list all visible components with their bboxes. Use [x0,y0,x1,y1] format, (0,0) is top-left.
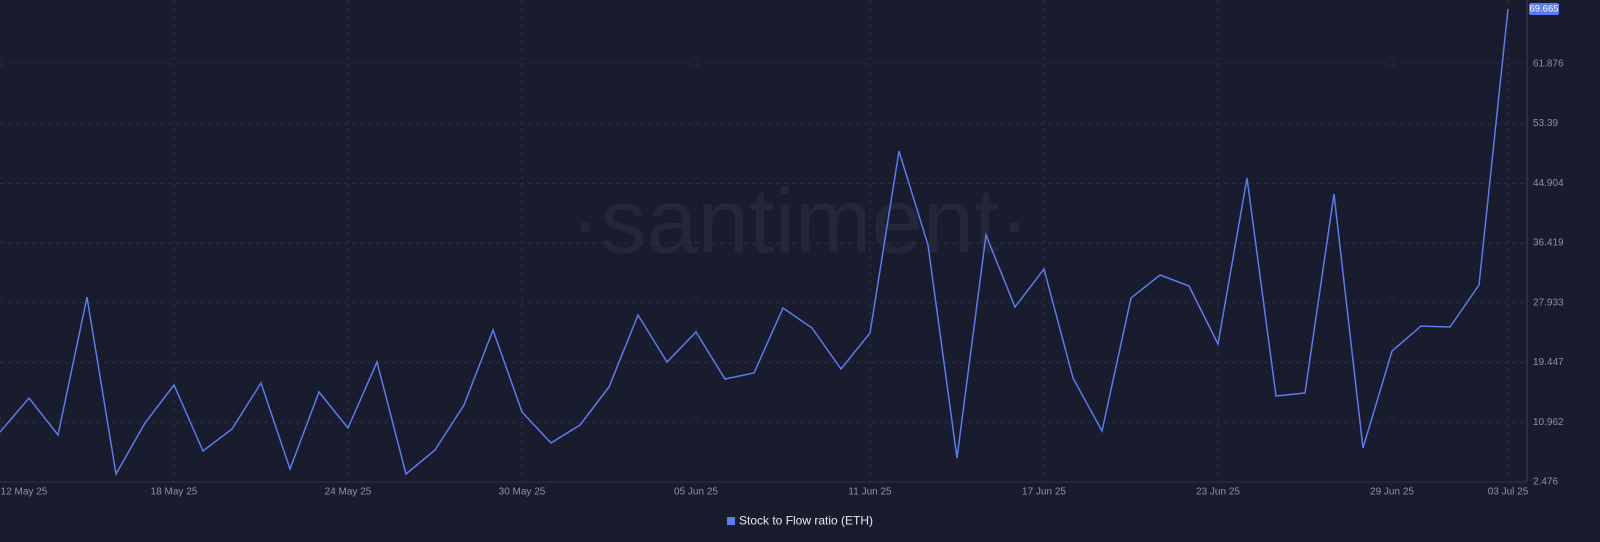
line [0,8,1509,477]
x-tick-label: 03 Jul 25 [1488,487,1529,498]
y-tick-label: 10.962 [1533,417,1564,428]
x-tick-label: 23 Jun 25 [1196,487,1240,498]
x-tick-label: 05 Jun 25 [674,487,718,498]
y-tick-label: 44.904 [1533,178,1564,189]
legend-label: Stock to Flow ratio (ETH) [739,514,873,528]
x-tick-label: 11 Jun 25 [848,487,892,498]
legend-swatch [727,517,735,525]
watermark: ·santiment· [570,170,1030,272]
y-tick-label: 27.933 [1533,297,1564,308]
last-value-badge [1529,3,1559,16]
x-tick-label: 18 May 25 [151,487,198,498]
x-tick-label: 24 May 25 [325,487,372,498]
y-tick-label: 53.39 [1533,118,1558,129]
x-tick-label: 29 Jun 25 [1370,487,1414,498]
y-tick-label: 2.476 [1533,477,1558,488]
last-value-label: 69.665 [1529,4,1558,15]
y-tick-label: 61.876 [1533,59,1564,70]
x-tick-label: 30 May 25 [499,487,546,498]
x-tick-label: 12 May 25 [1,487,48,498]
y-tick-label: 19.447 [1533,357,1564,368]
x-tick-label: 17 Jun 25 [1022,487,1066,498]
y-tick-label: 36.419 [1533,238,1564,249]
